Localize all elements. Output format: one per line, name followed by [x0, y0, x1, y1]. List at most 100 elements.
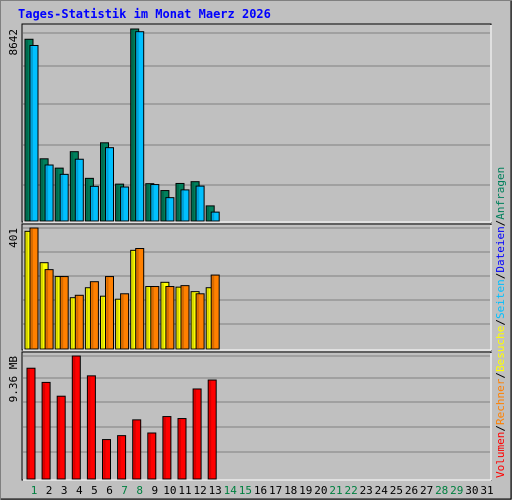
- bar-rechner-day-12: [195, 293, 205, 350]
- y-max-label: 8642: [7, 29, 20, 56]
- bar-shade-seiten-day-10: [166, 198, 169, 220]
- day-label-9: 9: [151, 484, 158, 497]
- bar-shade-anfragen-day-8: [131, 30, 134, 220]
- chart-legend: Volumen/Rechner/Besuche/Seiten/Dateien/A…: [494, 167, 507, 478]
- legend-separator: /: [494, 220, 507, 227]
- day-label-22: 22: [344, 484, 357, 497]
- day-label-17: 17: [269, 484, 282, 497]
- bar-shade-rechner-day-6: [106, 277, 109, 348]
- bar-shade-besuche-day-5: [86, 288, 89, 348]
- day-label-30: 30: [465, 484, 478, 497]
- legend-separator: /: [494, 319, 507, 326]
- bar-shade-rechner-day-8: [136, 249, 139, 348]
- bar-seiten-day-12: [195, 185, 205, 222]
- bar-shade-seiten-day-4: [76, 160, 79, 220]
- day-label-13: 13: [209, 484, 222, 497]
- bar-shade-besuche-day-12: [192, 292, 195, 348]
- bar-shade-seiten-day-9: [151, 185, 154, 220]
- bar-shade-seiten-day-7: [121, 188, 124, 220]
- bar-shade-anfragen-day-7: [116, 185, 119, 220]
- bar-shade-seiten-day-5: [91, 187, 94, 220]
- bar-volumen-day-2: [41, 381, 51, 480]
- bar-volumen-day-6: [102, 439, 111, 480]
- legend-item-dateien: Dateien: [494, 226, 507, 272]
- bar-shade-rechner-day-7: [121, 294, 124, 348]
- bar-seiten-day-2: [44, 164, 54, 222]
- bar-shade-rechner-day-3: [61, 277, 64, 348]
- y-max-label: 401: [7, 228, 20, 248]
- chart-title: Tages-Statistik im Monat Maerz 2026: [18, 7, 271, 21]
- bar-shade-besuche-day-1: [26, 232, 28, 348]
- day-label-2: 2: [46, 484, 53, 497]
- bar-seiten-day-4: [74, 158, 84, 222]
- day-label-3: 3: [61, 484, 68, 497]
- bar-shade-besuche-day-11: [177, 288, 179, 348]
- day-label-8: 8: [136, 484, 143, 497]
- day-label-18: 18: [284, 484, 297, 497]
- legend-separator: /: [494, 372, 507, 379]
- bar-volumen-day-1: [26, 367, 36, 480]
- legend-item-rechner: Rechner: [494, 378, 507, 425]
- bar-rechner-day-10: [165, 286, 175, 350]
- bar-rechner-day-7: [120, 293, 130, 350]
- bar-shade-seiten-day-13: [212, 213, 215, 220]
- bar-shade-rechner-day-11: [182, 286, 184, 348]
- bar-shade-volumen-day-11: [179, 419, 181, 478]
- bar-shade-seiten-day-1: [31, 46, 33, 220]
- day-label-16: 16: [254, 484, 267, 497]
- day-label-23: 23: [360, 484, 373, 497]
- bar-seiten-day-9: [150, 184, 160, 222]
- legend-item-volumen: Volumen: [494, 432, 507, 478]
- bar-shade-volumen-day-1: [28, 369, 30, 478]
- bar-seiten-day-5: [89, 185, 99, 222]
- bar-rechner-day-1: [29, 227, 39, 350]
- bar-shade-rechner-day-2: [46, 270, 49, 348]
- day-label-31: 31: [480, 484, 493, 497]
- bar-shade-anfragen-day-4: [71, 152, 74, 220]
- bar-rechner-day-8: [135, 248, 145, 350]
- bar-seiten-day-3: [59, 173, 69, 222]
- y-max-label: 9.36 MB: [7, 356, 20, 403]
- day-label-21: 21: [329, 484, 342, 497]
- bar-shade-anfragen-day-2: [41, 159, 44, 220]
- bar-shade-anfragen-day-1: [26, 40, 28, 221]
- bar-volumen-day-11: [177, 418, 187, 480]
- bar-shade-anfragen-day-6: [101, 143, 104, 220]
- bar-seiten-day-6: [105, 147, 114, 222]
- bar-shade-volumen-day-7: [118, 436, 121, 478]
- bar-shade-volumen-day-9: [148, 434, 151, 478]
- bar-seiten-day-7: [120, 186, 130, 222]
- day-label-14: 14: [224, 484, 238, 497]
- day-label-15: 15: [239, 484, 252, 497]
- bar-rechner-day-6: [105, 276, 114, 350]
- day-label-5: 5: [91, 484, 98, 497]
- bar-seiten-day-1: [29, 44, 39, 222]
- bar-rechner-day-13: [210, 274, 220, 350]
- day-label-11: 11: [178, 484, 191, 497]
- day-label-26: 26: [405, 484, 418, 497]
- day-label-20: 20: [314, 484, 327, 497]
- bar-shade-rechner-day-4: [76, 296, 79, 348]
- day-label-25: 25: [390, 484, 403, 497]
- legend-item-seiten: Seiten: [494, 279, 507, 319]
- bar-shade-besuche-day-2: [41, 263, 44, 348]
- bar-shade-volumen-day-3: [58, 397, 61, 478]
- bar-shade-seiten-day-8: [136, 32, 139, 221]
- bar-shade-anfragen-day-10: [161, 191, 164, 220]
- bar-shade-anfragen-day-11: [177, 184, 179, 220]
- bar-shade-rechner-day-12: [197, 294, 200, 348]
- day-label-6: 6: [106, 484, 113, 497]
- bar-shade-volumen-day-8: [133, 420, 136, 478]
- bar-shade-anfragen-day-5: [86, 179, 89, 220]
- bar-shade-besuche-day-13: [207, 288, 210, 348]
- bar-shade-rechner-day-10: [166, 287, 169, 348]
- bar-volumen-day-7: [117, 435, 127, 480]
- bar-shade-volumen-day-10: [163, 417, 166, 478]
- bar-shade-besuche-day-4: [71, 298, 74, 348]
- bar-shade-besuche-day-3: [56, 277, 59, 348]
- bar-shade-rechner-day-1: [31, 229, 33, 348]
- bar-shade-besuche-day-8: [131, 251, 134, 348]
- bar-rechner-day-5: [89, 281, 99, 350]
- bar-seiten-day-8: [135, 31, 145, 222]
